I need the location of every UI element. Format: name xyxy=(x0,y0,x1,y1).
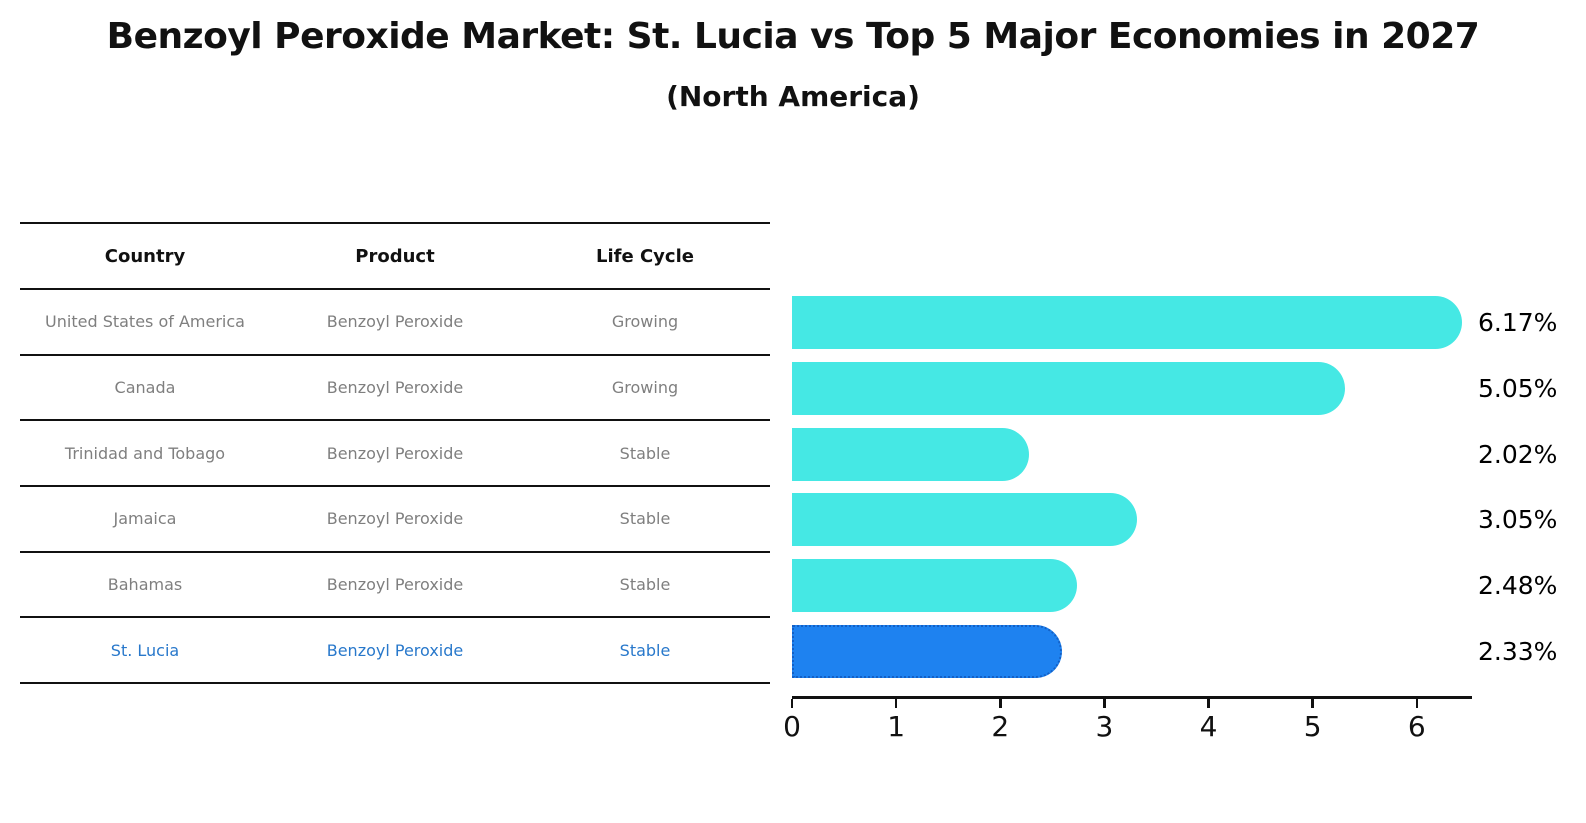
table-cell-country: United States of America xyxy=(45,312,245,332)
bar-chart-plot-area xyxy=(792,290,1486,684)
bar-value-label: 6.17% xyxy=(1478,308,1558,338)
table-cell-lifecycle: Stable xyxy=(619,443,671,463)
bar-value-label: 3.05% xyxy=(1478,505,1558,535)
table-cell-product: Benzoyl Peroxide xyxy=(326,574,464,594)
table-cell-product: Benzoyl Peroxide xyxy=(326,443,464,463)
table-cell-lifecycle: Growing xyxy=(611,377,679,397)
bar-value-label: 2.02% xyxy=(1478,439,1558,469)
x-axis-tick-mark xyxy=(999,699,1002,708)
table-cell-product: Benzoyl Peroxide xyxy=(326,312,464,332)
table-row: United States of America Benzoyl Peroxid… xyxy=(20,290,770,356)
table-row: Jamaica Benzoyl Peroxide Stable xyxy=(20,487,770,553)
table-header-row: Country Product Life Cycle xyxy=(20,224,770,290)
bar-row xyxy=(792,618,1486,684)
table-row: Trinidad and Tobago Benzoyl Peroxide Sta… xyxy=(20,421,770,487)
bar-row xyxy=(792,356,1486,422)
table-cell-lifecycle: Stable xyxy=(619,640,671,660)
bar-value-label: 2.33% xyxy=(1478,636,1558,666)
x-axis-tick-label: 5 xyxy=(1303,710,1322,743)
x-axis-tick-mark xyxy=(894,699,898,708)
table-cell-lifecycle: Stable xyxy=(619,574,671,594)
x-axis-line xyxy=(792,696,1472,699)
bar-value-labels: 6.17% 5.05% 2.02% 3.05% 2.48% 2.33% xyxy=(1478,290,1584,684)
x-axis-tick-mark xyxy=(1207,699,1210,708)
bar xyxy=(792,296,1462,350)
table-header-lifecycle: Life Cycle xyxy=(596,245,694,267)
table-cell-product: Benzoyl Peroxide xyxy=(326,377,464,397)
x-axis-tick-mark xyxy=(790,699,794,708)
table-cell-product: Benzoyl Peroxide xyxy=(326,509,464,529)
table-cell-country: Jamaica xyxy=(113,509,177,529)
bar-row xyxy=(792,290,1486,356)
x-axis-tick-label: 0 xyxy=(783,710,801,743)
x-axis-tick-label: 2 xyxy=(991,710,1010,743)
country-table: Country Product Life Cycle United States… xyxy=(20,222,770,684)
table-cell-country: St. Lucia xyxy=(110,640,180,660)
table-row: St. Lucia Benzoyl Peroxide Stable xyxy=(20,618,770,684)
bar xyxy=(792,493,1137,547)
bar-value-label: 2.48% xyxy=(1478,570,1558,600)
bar-row xyxy=(792,421,1486,487)
bar xyxy=(792,427,1030,481)
bar xyxy=(792,558,1078,612)
table-body: United States of America Benzoyl Peroxid… xyxy=(20,290,770,684)
table-row: Bahamas Benzoyl Peroxide Stable xyxy=(20,553,770,619)
table-cell-lifecycle: Growing xyxy=(611,312,679,332)
bar-row xyxy=(792,553,1486,619)
x-axis-tick-label: 4 xyxy=(1199,710,1218,743)
chart-title: Benzoyl Peroxide Market: St. Lucia vs To… xyxy=(106,16,1480,57)
x-axis-tick-mark xyxy=(1103,699,1106,708)
table-header-country: Country xyxy=(104,245,186,267)
bar xyxy=(792,624,1062,678)
table-cell-product: Benzoyl Peroxide xyxy=(326,640,464,660)
table-cell-country: Bahamas xyxy=(107,574,183,594)
table-header-product: Product xyxy=(355,245,435,267)
table-cell-lifecycle: Stable xyxy=(619,509,671,529)
table-cell-country: Trinidad and Tobago xyxy=(64,443,226,463)
bar xyxy=(792,361,1345,415)
x-axis-tick-label: 1 xyxy=(887,710,906,743)
bar-value-label: 5.05% xyxy=(1478,373,1558,403)
x-axis-tick-label: 6 xyxy=(1407,710,1426,743)
chart-subtitle: (North America) xyxy=(666,80,920,113)
x-axis-tick-label: 3 xyxy=(1095,710,1114,743)
x-axis-tick-mark xyxy=(1311,699,1314,708)
x-axis-tick-mark xyxy=(1415,699,1419,708)
bar-row xyxy=(792,487,1486,553)
table-row: Canada Benzoyl Peroxide Growing xyxy=(20,356,770,422)
table-cell-country: Canada xyxy=(114,377,176,397)
